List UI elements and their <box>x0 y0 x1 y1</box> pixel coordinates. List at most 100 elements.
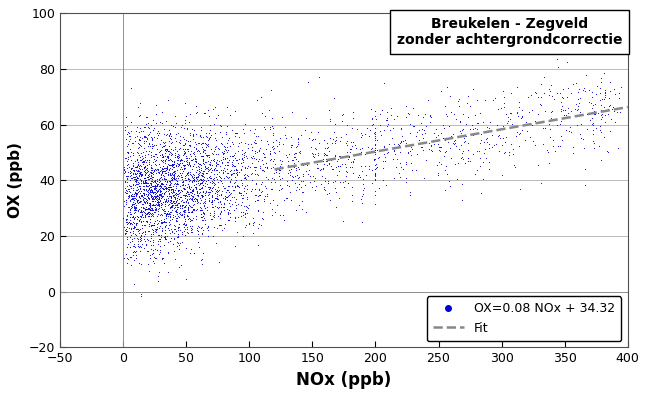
Point <box>205 122 215 128</box>
Point <box>130 252 141 258</box>
Point <box>335 163 345 170</box>
Point <box>256 137 266 143</box>
Point <box>592 110 603 116</box>
Point <box>283 170 293 176</box>
Point <box>170 181 181 187</box>
Point <box>326 163 336 169</box>
Point <box>125 229 135 235</box>
Point <box>179 222 190 228</box>
Point <box>173 187 183 194</box>
Point <box>321 156 331 162</box>
Point <box>192 148 202 154</box>
Point <box>160 226 170 233</box>
Point <box>130 174 140 180</box>
Point <box>139 145 149 151</box>
Point <box>170 204 181 210</box>
Point <box>159 195 169 202</box>
Point <box>133 227 144 233</box>
Point <box>168 214 178 221</box>
Point <box>616 83 627 90</box>
Point <box>209 144 220 150</box>
Point <box>454 103 464 110</box>
Point <box>133 241 143 247</box>
Point <box>527 106 537 113</box>
Point <box>126 225 137 231</box>
Point <box>395 160 406 166</box>
Point <box>249 164 259 170</box>
Point <box>182 146 192 152</box>
Point <box>122 173 133 179</box>
Point <box>599 104 609 111</box>
Point <box>159 202 170 209</box>
Point <box>284 183 294 189</box>
Point <box>290 172 300 179</box>
Point <box>164 219 174 225</box>
Point <box>157 165 167 171</box>
Point <box>145 129 156 135</box>
Point <box>162 193 172 199</box>
Point <box>161 210 172 217</box>
Point <box>575 109 585 115</box>
Point <box>125 211 135 218</box>
Point <box>395 140 405 146</box>
Point <box>126 157 136 164</box>
Point <box>137 197 148 203</box>
Point <box>586 115 597 121</box>
Point <box>536 81 546 88</box>
Point <box>168 201 179 208</box>
Point <box>146 193 156 199</box>
Point <box>178 211 188 218</box>
Point <box>139 236 150 243</box>
Point <box>182 206 192 212</box>
Point <box>434 143 445 150</box>
Point <box>503 114 513 120</box>
Point <box>291 207 301 213</box>
Point <box>150 188 161 195</box>
Point <box>166 204 176 210</box>
Point <box>211 187 221 194</box>
Point <box>146 210 156 217</box>
Point <box>159 190 169 196</box>
Point <box>132 197 143 203</box>
Point <box>307 184 318 191</box>
Point <box>156 147 166 154</box>
Point <box>268 132 278 138</box>
Point <box>135 188 146 194</box>
Point <box>577 135 588 142</box>
Point <box>146 167 156 173</box>
Point <box>289 154 299 160</box>
Point <box>222 193 232 200</box>
Point <box>156 200 167 206</box>
Point <box>121 197 131 204</box>
Point <box>122 173 132 179</box>
Point <box>149 220 159 226</box>
Point <box>146 189 156 195</box>
Point <box>135 190 145 197</box>
Point <box>163 184 173 191</box>
Point <box>544 121 554 127</box>
Point <box>147 183 157 189</box>
Point <box>583 111 593 118</box>
Point <box>209 208 220 214</box>
Point <box>145 204 156 210</box>
Point <box>216 192 226 198</box>
Point <box>545 88 555 94</box>
Point <box>520 137 531 144</box>
Point <box>168 192 179 198</box>
Point <box>478 175 488 182</box>
Point <box>318 166 328 173</box>
Point <box>329 152 340 159</box>
Point <box>502 120 512 126</box>
Point <box>161 198 171 204</box>
Point <box>197 231 207 237</box>
Point <box>211 163 221 169</box>
Point <box>489 142 499 148</box>
Point <box>405 192 415 198</box>
Point <box>546 126 556 133</box>
Point <box>141 170 152 176</box>
Point <box>161 165 172 172</box>
Point <box>137 153 147 160</box>
Point <box>395 137 406 144</box>
Point <box>155 223 165 229</box>
Point <box>134 183 145 189</box>
